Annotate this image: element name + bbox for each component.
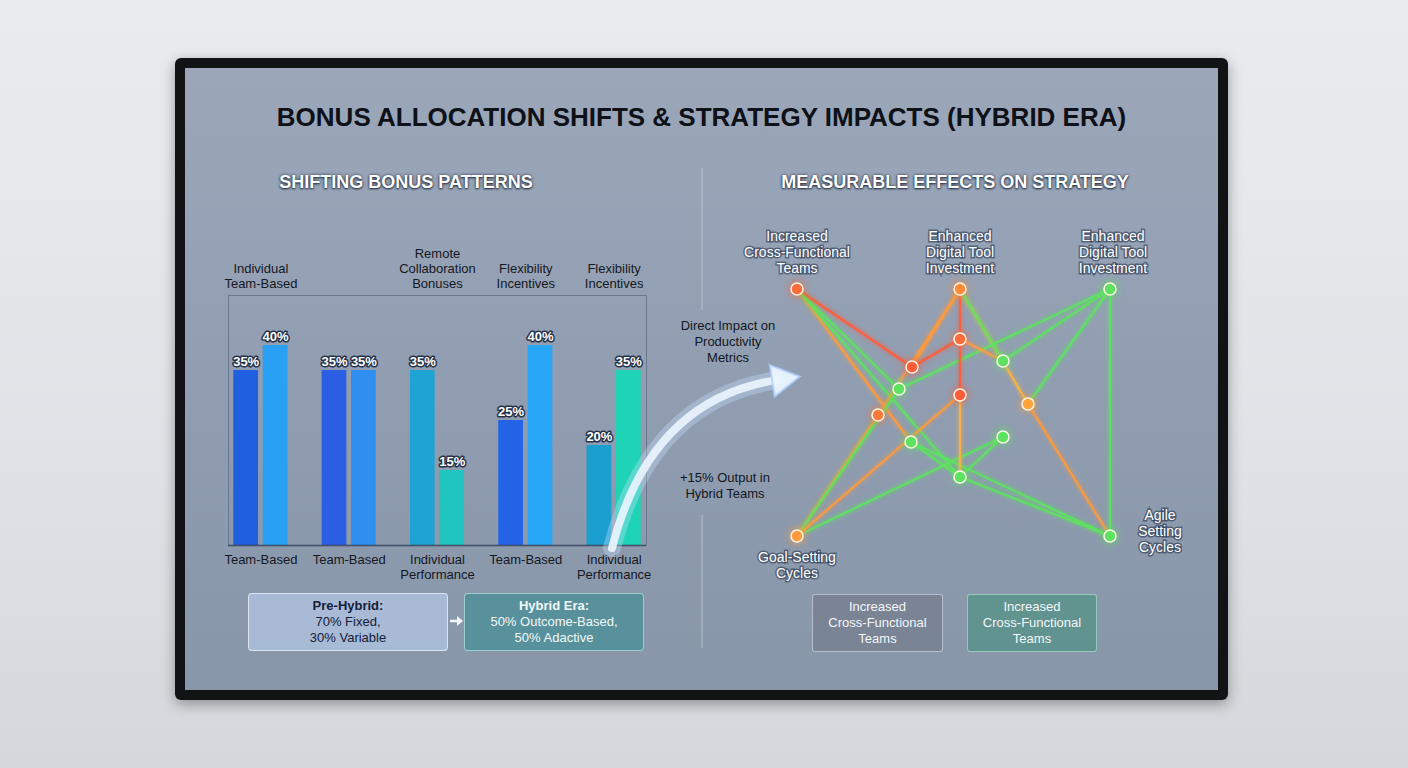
svg-text:Team-Based: Team-Based xyxy=(489,552,562,567)
svg-text:AgileSettingCycles: AgileSettingCycles xyxy=(1138,507,1182,555)
svg-text:Goal-SettingCycles: Goal-SettingCycles xyxy=(758,549,836,581)
svg-text:Team-Based: Team-Based xyxy=(313,552,386,567)
html-text:50% Outcome-Based, 50% Adactiv: 50% Outcome-Based, 50% Adactive xyxy=(490,614,618,645)
html-text:Direct Impact on Productivity: Direct Impact on Productivity Metrics xyxy=(680,318,776,365)
svg-text:35%: 35% xyxy=(321,354,347,369)
svg-text:35%: 35% xyxy=(616,354,642,369)
svg-text:40%: 40% xyxy=(528,329,554,344)
svg-text:IndividualTeam-Based: IndividualTeam-Based xyxy=(224,261,297,291)
svg-text:25%: 25% xyxy=(498,404,524,419)
svg-text:40%: 40% xyxy=(263,329,289,344)
html-text:BONUS ALLOCATION SHIFTS & STRA: BONUS ALLOCATION SHIFTS & STRATEGY IMPAC… xyxy=(276,102,1127,132)
svg-text:FlexibilityIncentives: FlexibilityIncentives xyxy=(585,261,644,291)
svg-text:FlexibilityIncentives: FlexibilityIncentives xyxy=(497,261,556,291)
svg-text:35%: 35% xyxy=(410,354,436,369)
html-text:Pre-Hybrid: 70% Fixed, 30% Var: Pre-Hybrid: 70% Fixed, 30% Variable xyxy=(309,598,387,645)
svg-text:RemoteCollaborationBonuses: RemoteCollaborationBonuses xyxy=(399,246,476,291)
svg-text:IndividualPerformance: IndividualPerformance xyxy=(577,552,651,582)
svg-text:15%: 15% xyxy=(439,454,465,469)
svg-text:IncreasedCross-FunctionalTeams: IncreasedCross-FunctionalTeams xyxy=(744,228,850,276)
html-text:SHIFTING BONUS PATTERNS: SHIFTING BONUS PATTERNS xyxy=(279,172,533,192)
svg-text:EnhancedDigital ToolInvestment: EnhancedDigital ToolInvestment xyxy=(1079,228,1148,276)
svg-text:EnhancedDigital ToolInvestment: EnhancedDigital ToolInvestment xyxy=(926,228,995,276)
html-text:MEASURABLE EFFECTS ON STRATEGY: MEASURABLE EFFECTS ON STRATEGY xyxy=(781,172,1129,192)
svg-text:20%: 20% xyxy=(586,429,612,444)
svg-text:IndividualPerformance: IndividualPerformance xyxy=(400,552,474,582)
svg-text:35%: 35% xyxy=(233,354,259,369)
html-text:Increased Cross-Functional Tea: Increased Cross-Functional Teams xyxy=(982,599,1082,646)
svg-text:35%: 35% xyxy=(351,354,377,369)
html-text:Hybrid Era:: Hybrid Era: xyxy=(519,598,589,613)
html-text:+15% Output in Hybrid Teams: +15% Output in Hybrid Teams xyxy=(680,470,770,501)
html-text:Increased Cross-Functional Tea: Increased Cross-Functional Teams xyxy=(828,599,927,646)
svg-text:Team-Based: Team-Based xyxy=(224,552,297,567)
